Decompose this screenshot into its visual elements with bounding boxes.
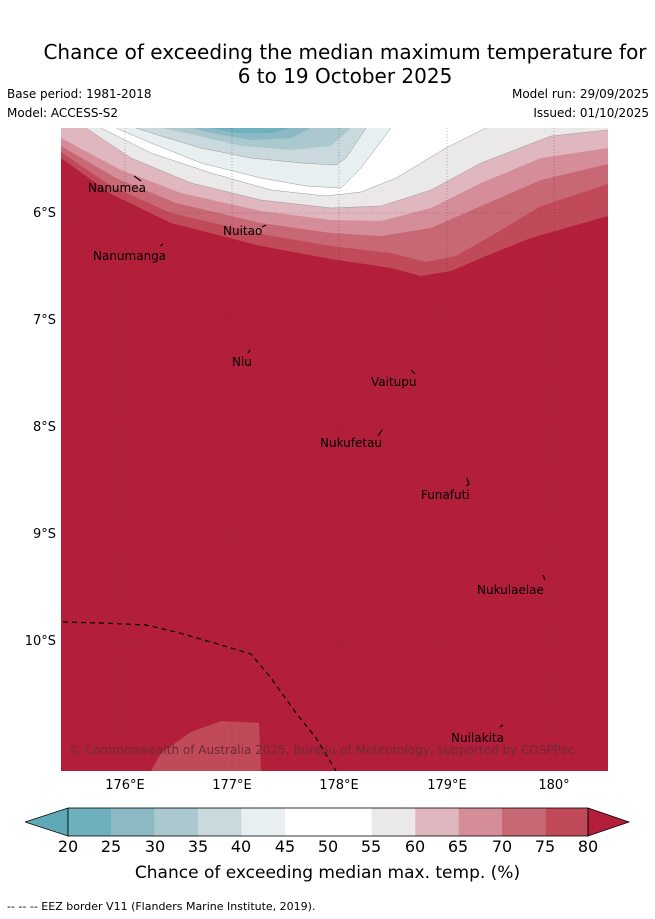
- colorbar-segment-45-50: [285, 808, 329, 836]
- cb-tick-65: 65: [447, 837, 469, 856]
- place-nuitao: Nuitao: [223, 224, 263, 238]
- cb-tick-70: 70: [491, 837, 513, 856]
- cb-tick-40: 40: [230, 837, 252, 856]
- colorbar: [25, 807, 631, 837]
- colorbar-segment-25-30: [111, 808, 155, 836]
- place-nuilakita: Nuilakita: [451, 731, 504, 745]
- lat-label-10s: 10°S: [24, 634, 56, 649]
- title-line-2: 6 to 19 October 2025: [237, 64, 453, 88]
- cb-tick-50: 50: [317, 837, 339, 856]
- lon-label-178e: 178°E: [319, 778, 359, 793]
- colorbar-label: Chance of exceeding median max. temp. (%…: [134, 863, 521, 883]
- colorbar-segment-65-70: [458, 808, 502, 836]
- cb-tick-25: 25: [100, 837, 122, 856]
- map-panel: Nanumea Nanumanga Nuitao Niu Vaitupu Nuk…: [61, 128, 608, 771]
- cb-tick-45: 45: [274, 837, 296, 856]
- cb-tick-55: 55: [360, 837, 382, 856]
- chart-title: Chance of exceeding the median maximum t…: [0, 40, 655, 88]
- colorbar-segment-35-40: [198, 808, 242, 836]
- place-nanumea: Nanumea: [88, 181, 146, 195]
- title-line-1: Chance of exceeding the median maximum t…: [43, 40, 647, 64]
- colorbar-segment-50-55: [328, 808, 372, 836]
- issued-date: Issued: 01/10/2025: [533, 106, 649, 120]
- band-75-patch: [151, 721, 261, 771]
- lat-label-9s: 9°S: [32, 527, 56, 542]
- place-nukufetau: Nukufetau: [320, 436, 383, 450]
- place-nukulaelae: Nukulaelae: [477, 583, 544, 597]
- colorbar-segment-40-45: [241, 808, 285, 836]
- contour-lines: [85, 128, 608, 209]
- copyright-notice: © Commonwealth of Australia 2025, Bureau…: [69, 743, 575, 757]
- graticule: [61, 128, 608, 771]
- place-vaitupu: Vaitupu: [371, 375, 417, 389]
- base-period: Base period: 1981-2018: [7, 87, 152, 101]
- cb-tick-20: 20: [57, 837, 79, 856]
- eez-border: [62, 621, 337, 771]
- colorbar-segment-70-75: [502, 808, 546, 836]
- cb-tick-60: 60: [404, 837, 426, 856]
- colorbar-segment-20-25: [68, 808, 112, 836]
- colorbar-segment-60-65: [415, 808, 459, 836]
- eez-footnote: -- -- -- EEZ border V11 (Flanders Marine…: [7, 900, 316, 913]
- band-15: [211, 128, 291, 133]
- lon-label-177e: 177°E: [212, 778, 252, 793]
- cb-tick-80: 80: [577, 837, 599, 856]
- cb-tick-35: 35: [187, 837, 209, 856]
- colorbar-segment-75-80: [545, 808, 588, 836]
- place-niu: Niu: [232, 355, 252, 369]
- lon-label-180: 180°: [538, 778, 570, 793]
- lon-label-176e: 176°E: [105, 778, 145, 793]
- band-20: [191, 128, 311, 140]
- colorbar-low-extend: [25, 807, 69, 837]
- colorbar-segment-55-60: [371, 808, 416, 836]
- colorbar-frame: [67, 807, 589, 837]
- colorbar-segment-30-35: [154, 808, 199, 836]
- place-funafuti: Funafuti: [421, 488, 470, 502]
- lat-label-6s: 6°S: [32, 206, 56, 221]
- band-80: [61, 158, 608, 771]
- cb-tick-30: 30: [144, 837, 166, 856]
- place-nanumanga: Nanumanga: [93, 249, 167, 263]
- colorbar-high-extend: [587, 807, 631, 837]
- lon-label-179e: 179°E: [427, 778, 467, 793]
- lat-label-7s: 7°S: [32, 313, 56, 328]
- model-name: Model: ACCESS-S2: [7, 106, 119, 120]
- model-run: Model run: 29/09/2025: [511, 87, 649, 101]
- probability-field: [61, 128, 608, 771]
- cb-tick-75: 75: [534, 837, 556, 856]
- island-outlines: [133, 175, 546, 728]
- lat-label-8s: 8°S: [32, 420, 56, 435]
